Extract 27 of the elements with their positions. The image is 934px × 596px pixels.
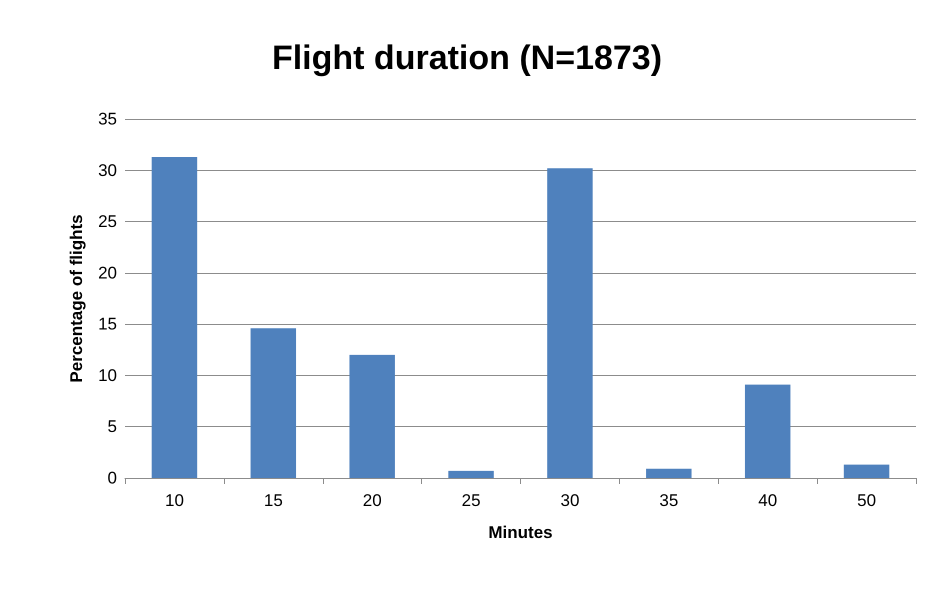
y-tick-label: 10 bbox=[98, 366, 117, 385]
x-tick-label: 30 bbox=[560, 491, 580, 510]
y-tick-label: 35 bbox=[98, 110, 117, 128]
y-axis-title: Percentage of flights bbox=[67, 214, 86, 383]
x-axis-title: Minutes bbox=[488, 523, 553, 542]
bar bbox=[744, 384, 790, 478]
x-tick-label: 35 bbox=[659, 491, 678, 510]
y-tick-label: 25 bbox=[98, 212, 117, 232]
y-tick-label: 5 bbox=[108, 417, 117, 436]
y-tick-label: 15 bbox=[98, 314, 117, 334]
y-tick-label: 20 bbox=[98, 263, 117, 282]
x-tick-label: 15 bbox=[264, 491, 283, 510]
bar bbox=[844, 464, 890, 478]
x-tick-label: 40 bbox=[758, 491, 778, 510]
x-tick-label: 10 bbox=[164, 491, 184, 510]
x-tick-label: 50 bbox=[857, 491, 876, 510]
bar bbox=[250, 328, 296, 478]
bar bbox=[349, 354, 395, 478]
y-tick-label: 30 bbox=[98, 160, 117, 180]
x-tick-label: 20 bbox=[362, 491, 382, 510]
bar bbox=[448, 470, 494, 478]
bar bbox=[152, 156, 198, 478]
chart-title: Flight duration (N=1873) bbox=[272, 39, 662, 77]
bar bbox=[646, 468, 692, 478]
y-tick-label: 0 bbox=[108, 468, 117, 488]
bar bbox=[547, 168, 593, 478]
x-tick-label: 25 bbox=[462, 491, 481, 510]
